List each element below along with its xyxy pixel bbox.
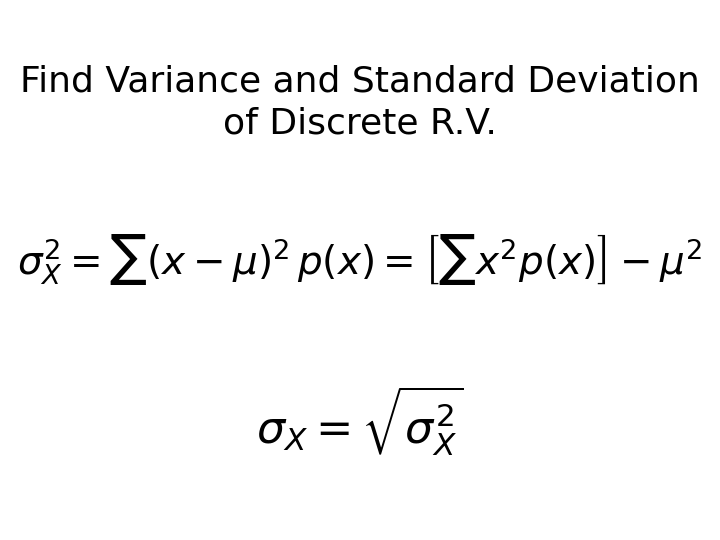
Text: Find Variance and Standard Deviation
of Discrete R.V.: Find Variance and Standard Deviation of … — [20, 65, 700, 141]
Text: $\sigma_{X} = \sqrt{\sigma_{X}^{2}}$: $\sigma_{X} = \sqrt{\sigma_{X}^{2}}$ — [256, 384, 464, 458]
Text: $\sigma_{X}^{2} = \sum (x - \mu)^{2} \, p(x) = \left[\sum x^{2} p(x)\right] - \m: $\sigma_{X}^{2} = \sum (x - \mu)^{2} \, … — [17, 232, 703, 287]
